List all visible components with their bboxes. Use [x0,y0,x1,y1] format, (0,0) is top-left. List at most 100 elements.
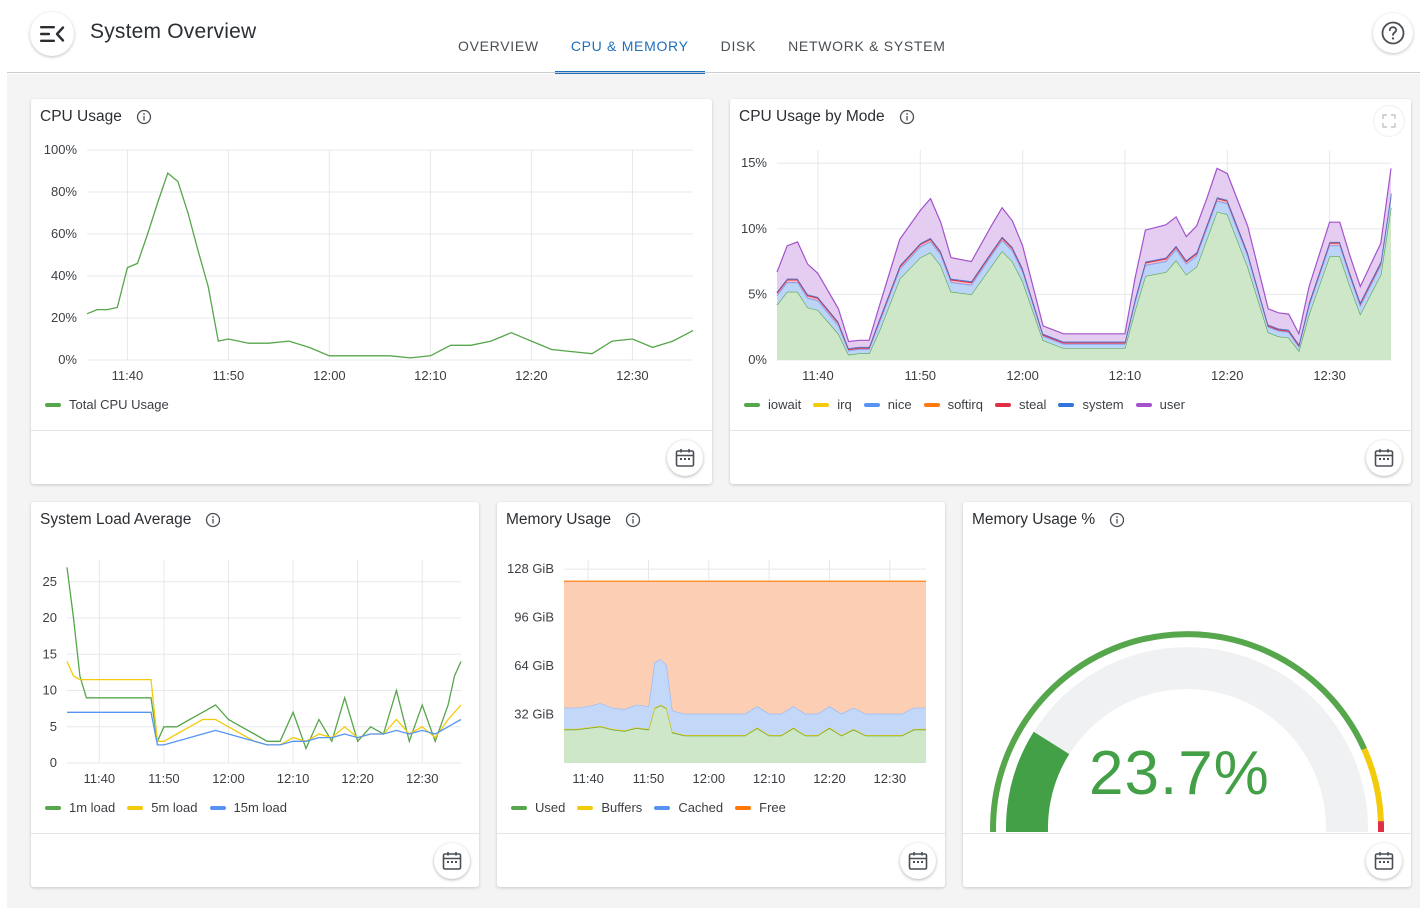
tab-overview[interactable]: OVERVIEW [458,37,539,54]
y-tick-label: 20% [51,310,77,325]
time-range-button[interactable] [667,440,703,476]
legend-swatch [813,402,830,407]
cpu-usage-panel: CPU Usage 0% 20% 40% 60% 80% 100% 11:40 11:50 12… [31,99,712,484]
legend-item-iowait[interactable]: iowait [744,397,801,412]
tab-cpu-memory[interactable]: CPU & MEMORY [554,0,705,74]
x-tick-label: 12:30 [874,771,907,786]
chart-legend: iowait irq nice softirq steal system use… [744,397,1185,412]
dashboard-content: CPU Usage 0% 20% 40% 60% 80% 100% 11:40 11:50 12… [7,74,1420,908]
time-range-button[interactable] [434,843,470,879]
info-icon[interactable] [625,512,641,528]
legend-label: steal [1018,397,1047,412]
x-tick-label: 12:10 [1109,368,1142,383]
legend-swatch [127,805,144,810]
memory-usage-percent-panel: Memory Usage % 23.7% [963,502,1411,887]
help-circle-icon [1381,21,1405,45]
legend-item-system[interactable]: system [1058,397,1124,412]
panel-title-row: System Load Average [40,511,221,529]
cpu-usage-by-mode-panel: CPU Usage by Mode 0% 5% 10% 15% 11:40 11:50 12… [730,99,1411,484]
legend-swatch [45,805,61,810]
info-icon[interactable] [899,109,915,125]
legend-item-softirq[interactable]: softirq [923,397,983,412]
legend-label: 15m load [233,800,287,815]
legend-swatch [209,805,226,810]
fullscreen-icon [1382,114,1396,128]
cpu-mode-chart: 0% 5% 10% 15% 11:40 11:50 12:00 12:10 12:20 12:30 [741,150,1392,383]
x-tick-label: 12:30 [616,368,649,383]
info-icon[interactable] [205,512,221,528]
series-area-iowait [777,207,1391,360]
legend-item-1m-load[interactable]: 1m load [45,800,115,815]
legend-swatch [511,805,527,810]
legend-label: Free [759,800,786,815]
top-header: System Overview OVERVIEW CPU & MEMORY DI… [0,0,1420,74]
y-tick-label: 10 [43,683,57,698]
time-range-button[interactable] [1366,440,1402,476]
x-tick-label: 12:00 [212,771,245,786]
series-area-free [564,581,926,714]
tab-disk[interactable]: DISK [720,37,757,54]
y-tick-label: 0% [58,352,77,367]
gauge-value: 23.7% [1089,739,1270,808]
system-load-chart: 0 5 10 15 20 25 11:40 11:50 12:00 12:10 12:20 12:30 [43,560,462,786]
fullscreen-button[interactable] [1374,106,1404,136]
gauge-threshold-band [1361,747,1384,822]
chart-legend: Total CPU Usage [45,397,169,412]
header-divider [7,72,1420,73]
legend-item-used[interactable]: Used [511,800,565,815]
y-tick-label: 80% [51,184,77,199]
y-tick-label: 0% [748,352,767,367]
series-line-nice [776,197,1392,352]
panel-title: System Load Average [40,511,192,528]
x-tick-label: 12:30 [1313,368,1346,383]
gauge-value-arc [1006,731,1070,832]
time-range-button[interactable] [1366,843,1402,879]
y-tick-label: 60% [51,226,77,241]
series-line-steal [776,194,1392,351]
info-icon[interactable] [1109,512,1125,528]
help-button[interactable] [1373,13,1413,53]
legend-item-buffers[interactable]: Buffers [577,800,642,815]
panel-footer-divider [730,430,1411,431]
time-range-button[interactable] [900,843,936,879]
series-line-user [776,167,1392,343]
x-tick-label: 12:30 [406,771,439,786]
info-icon[interactable] [136,109,152,125]
y-tick-label: 15 [43,646,57,661]
legend-swatch [744,402,760,407]
panel-footer-divider [497,833,945,834]
series-area-user [777,168,1391,349]
gauge-threshold-band [990,631,1367,832]
x-tick-label: 12:20 [341,771,374,786]
legend-item-steal[interactable]: steal [994,397,1047,412]
legend-item-irq[interactable]: irq [813,397,852,412]
legend-item-user[interactable]: user [1135,397,1185,412]
legend-item-5m-load[interactable]: 5m load [127,800,198,815]
panel-footer-divider [31,833,479,834]
legend-item-total-cpu[interactable]: Total CPU Usage [45,397,169,412]
x-tick-label: 12:10 [277,771,310,786]
legend-label: nice [887,397,912,412]
memory-gauge [990,631,1384,832]
series-line-total-cpu-usage [86,171,694,359]
legend-label: 1m load [69,800,116,815]
x-tick-label: 12:10 [414,368,447,383]
tab-network-system[interactable]: NETWORK & SYSTEM [788,37,946,54]
series-line-used [564,704,926,737]
legend-item-15m-load[interactable]: 15m load [209,800,287,815]
x-tick-label: 11:40 [802,368,834,383]
menu-collapse-button[interactable] [30,12,74,56]
memory-usage-panel: Memory Usage 32 GiB 64 GiB 96 GiB 128 GiB 11… [497,502,945,887]
y-tick-label: 5% [748,286,767,301]
panel-title-row: Memory Usage % [972,511,1125,529]
chart-legend: Used Buffers Cached Free [511,800,786,815]
y-tick-label: 10% [741,221,767,236]
y-tick-label: 0 [50,755,57,770]
x-tick-label: 11:40 [572,771,604,786]
legend-item-cached[interactable]: Cached [654,800,723,815]
series-line-5m-load [66,661,462,746]
x-tick-label: 12:10 [753,771,786,786]
legend-item-nice[interactable]: nice [863,397,912,412]
legend-item-free[interactable]: Free [735,800,786,815]
memory-usage-chart: 32 GiB 64 GiB 96 GiB 128 GiB 11:40 11:50 12:00… [507,560,926,786]
